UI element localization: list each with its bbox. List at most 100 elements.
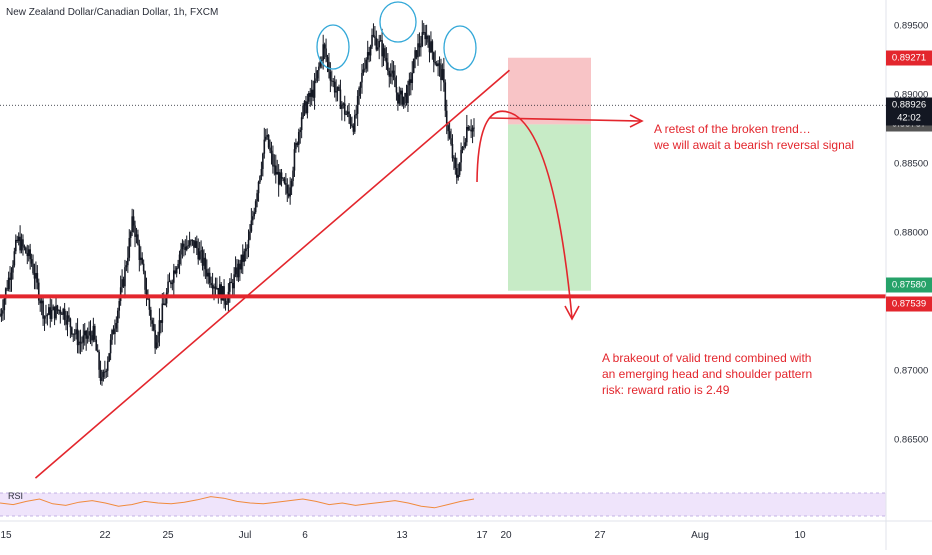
- candle-body: [16, 239, 19, 242]
- candle-body: [375, 38, 378, 50]
- candle-body: [296, 142, 299, 146]
- candle-body: [448, 131, 451, 139]
- candle-body: [173, 270, 175, 283]
- candle-body: [259, 176, 261, 182]
- candle-body: [454, 157, 457, 169]
- candle-body: [204, 257, 207, 270]
- candle-body: [276, 171, 279, 175]
- candle-body: [161, 303, 164, 323]
- candle-body: [243, 251, 245, 262]
- candle-body: [239, 263, 241, 270]
- candle-body: [247, 239, 250, 248]
- candle-body: [26, 253, 29, 257]
- candle-body: [91, 335, 93, 341]
- candle-body: [233, 274, 235, 289]
- candle-body: [388, 70, 391, 77]
- candle-body: [0, 313, 3, 316]
- candle-body: [432, 52, 435, 63]
- candle-body: [266, 134, 268, 137]
- candle-body: [249, 231, 251, 240]
- candle-body: [106, 361, 109, 371]
- x-tick-label: Aug: [691, 530, 709, 541]
- candle-body: [358, 87, 360, 96]
- candle-body: [96, 350, 99, 352]
- candle-body: [56, 305, 59, 311]
- candle-body: [17, 236, 20, 242]
- candle-body: [2, 310, 4, 314]
- candle-body: [415, 50, 418, 58]
- candle-body: [451, 144, 454, 159]
- candle-body: [138, 244, 141, 261]
- candle-body: [114, 328, 116, 335]
- candle-body: [355, 113, 358, 116]
- candle-body: [85, 330, 87, 339]
- candle-body: [55, 305, 57, 319]
- candle-body: [269, 147, 271, 151]
- candle-body: [105, 370, 108, 372]
- candle-body: [335, 91, 337, 93]
- candle-body: [109, 339, 112, 354]
- candle-body: [75, 329, 77, 335]
- candle-body: [53, 306, 56, 319]
- candle-body: [431, 41, 434, 53]
- candle-body: [213, 286, 215, 289]
- candle-body: [194, 241, 197, 248]
- candle-body: [4, 288, 7, 299]
- candle-body: [170, 281, 172, 285]
- trendline: [34, 69, 510, 479]
- candle-body: [49, 307, 52, 319]
- candle-body: [121, 279, 123, 288]
- candle-body: [0, 315, 1, 317]
- candle-body: [244, 248, 247, 252]
- price-badge-current-price: 0.88926: [886, 97, 932, 113]
- pattern-circle-2: [379, 1, 417, 43]
- candle-body: [164, 303, 166, 305]
- candle-body: [274, 165, 277, 175]
- candle-body: [371, 34, 373, 47]
- candle-body: [323, 44, 326, 49]
- candle-body: [39, 300, 42, 304]
- candle-body: [418, 43, 421, 48]
- candle-body: [299, 130, 302, 133]
- candle-body: [435, 63, 438, 67]
- candle-body: [270, 150, 273, 154]
- candle-body: [158, 320, 161, 336]
- candle-body: [385, 58, 388, 63]
- candle-body: [76, 329, 79, 346]
- candle-body: [286, 184, 289, 194]
- pattern-circle-1: [316, 24, 350, 70]
- x-tick-label: 10: [794, 530, 806, 541]
- candle-body: [437, 63, 439, 67]
- candle-body: [214, 286, 217, 289]
- pattern-circle-3: [443, 25, 477, 71]
- x-tick-label: 25: [162, 530, 174, 541]
- candle-body: [229, 281, 231, 292]
- y-tick-label: 0.88000: [894, 227, 929, 239]
- candle-body: [33, 273, 36, 279]
- candle-body: [325, 48, 327, 58]
- candle-body: [191, 240, 194, 241]
- candle-body: [470, 129, 472, 132]
- candle-body: [102, 371, 105, 378]
- candle-body: [466, 127, 468, 143]
- candle-body: [408, 79, 411, 86]
- rsi-label: RSI: [8, 491, 24, 501]
- candle-body: [329, 71, 332, 81]
- x-tick-label: 15: [0, 530, 12, 541]
- candle-body: [60, 313, 63, 315]
- candle-body: [391, 70, 393, 74]
- candle-body: [36, 272, 39, 283]
- candle-body: [316, 70, 319, 79]
- price-badge-take-profit: 0.87580: [886, 277, 932, 293]
- candle-body: [116, 310, 119, 324]
- candle-body: [37, 282, 40, 301]
- candle-body: [29, 249, 31, 260]
- candle-body: [128, 237, 131, 258]
- candle-body: [22, 239, 24, 247]
- candle-body: [25, 247, 27, 254]
- candle-body: [250, 220, 253, 232]
- candle-body: [89, 331, 92, 336]
- candle-body: [457, 174, 460, 178]
- candle-body: [326, 57, 329, 62]
